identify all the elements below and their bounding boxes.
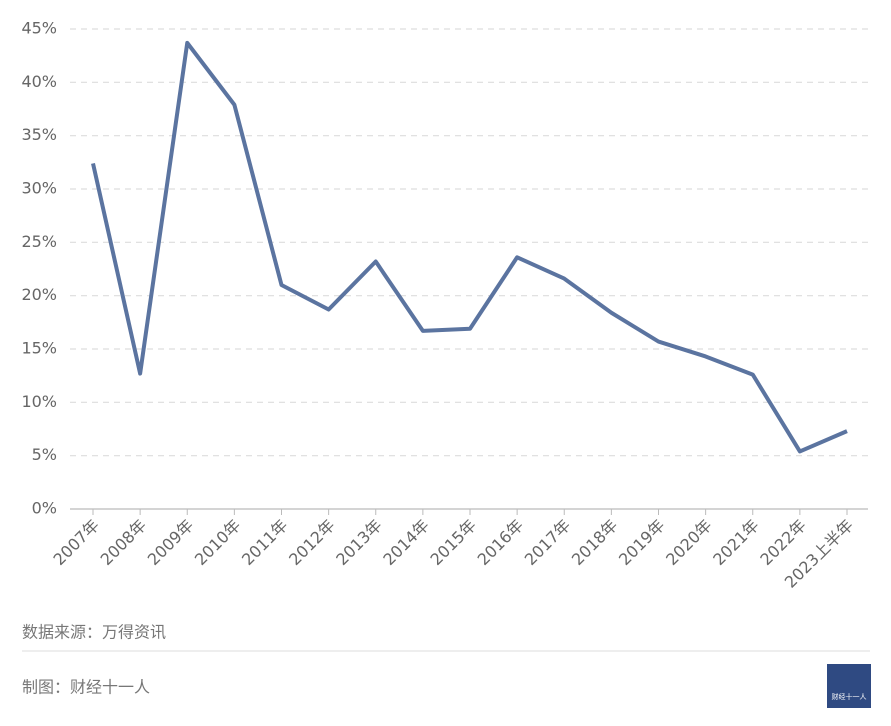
y-tick-label: 25%	[21, 232, 57, 251]
logo-text: 财经十一人	[832, 692, 867, 701]
x-tick-label: 2016年	[474, 516, 528, 570]
x-tick-label: 2014年	[379, 516, 433, 570]
x-tick-label: 2011年	[238, 516, 292, 570]
y-tick-label: 15%	[21, 339, 57, 358]
source-note: 数据来源：万得资讯	[22, 623, 166, 642]
y-tick-label: 10%	[21, 392, 57, 411]
x-tick-label: 2021年	[709, 516, 763, 570]
y-tick-label: 35%	[21, 125, 57, 144]
data-line	[91, 40, 848, 454]
x-tick-label: 2007年	[49, 516, 103, 570]
y-tick-label: 40%	[21, 72, 57, 91]
y-tick-label: 30%	[21, 179, 57, 198]
credit-note: 制图：财经十一人	[22, 678, 150, 697]
x-tick-label: 2012年	[285, 516, 339, 570]
y-tick-label: 5%	[32, 445, 57, 464]
x-tick-label: 2019年	[615, 516, 669, 570]
x-tick-label: 2020年	[662, 516, 716, 570]
y-tick-label: 45%	[21, 19, 57, 38]
y-tick-label: 0%	[32, 499, 57, 518]
logo-box	[827, 664, 871, 708]
x-tick-label: 2018年	[568, 516, 622, 570]
x-tick-label: 2010年	[191, 516, 245, 570]
y-tick-label: 20%	[21, 285, 57, 304]
x-tick-label: 2017年	[521, 516, 575, 570]
x-tick-label: 2013年	[332, 516, 386, 570]
x-tick-label: 2009年	[144, 516, 198, 570]
x-tick-label: 2015年	[426, 516, 480, 570]
x-tick-label: 2008年	[97, 516, 151, 570]
